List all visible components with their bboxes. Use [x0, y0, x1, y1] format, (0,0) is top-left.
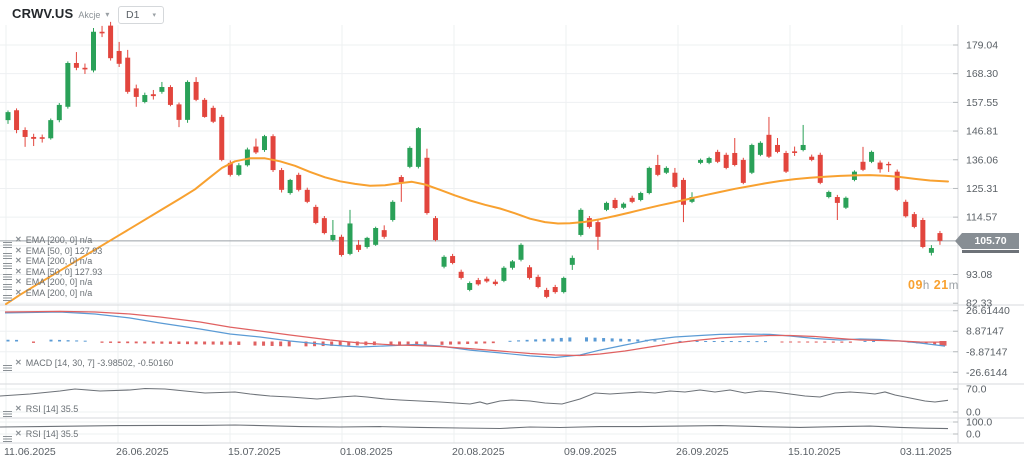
indicator-close-icon[interactable]: ✕	[15, 256, 22, 265]
indicator-label: EMA [200, 0] n/a	[25, 277, 93, 287]
indicator-close-icon[interactable]: ✕	[15, 245, 22, 255]
rsi-tick-label: 0.0	[966, 407, 981, 419]
rsi-line-2	[0, 424, 949, 430]
indicator-row-rsi-2: ✕ RSI [14] 35.5	[3, 429, 79, 442]
indicator-label: EMA [50, 0] 127.93	[25, 266, 103, 277]
price-tick-label: 179.04	[966, 40, 998, 52]
time-axis-label: 20.08.2025	[452, 446, 505, 458]
price-axis: 179.04 168.30 157.55 146.81 136.06 125.31 114.…	[953, 40, 1010, 441]
price-tick-label: 82.33	[966, 298, 992, 310]
indicator-close-icon[interactable]: ✕	[15, 287, 22, 297]
vertical-gridlines	[5, 25, 903, 443]
price-tick-label: 168.30	[966, 68, 998, 80]
indicator-label: EMA [200, 0] n/a	[25, 256, 93, 266]
time-axis-label: 11.06.2025	[4, 446, 56, 458]
indicator-row-ema-1: ✕ EMA [200, 0] n/a	[3, 235, 93, 248]
indicator-close-icon[interactable]: ✕	[15, 429, 22, 438]
indicator-label: EMA [50, 0] 127.93	[25, 245, 103, 256]
price-tick-label: 93.08	[966, 269, 992, 281]
price-tag-arrow-icon	[955, 233, 962, 249]
indicator-close-icon[interactable]: ✕	[15, 266, 22, 276]
time-axis-label: 26.09.2025	[676, 446, 729, 458]
panel-separators	[0, 25, 1024, 444]
indicator-close-icon[interactable]: ✕	[15, 235, 22, 244]
time-axis-label: 15.10.2025	[788, 446, 841, 458]
price-tick-label: 125.31	[966, 183, 998, 195]
time-axis-label: 01.08.2025	[340, 446, 393, 458]
price-tick-label: 136.06	[966, 154, 998, 166]
indicator-row-macd: ✕ MACD [14, 30, 7] -3.98502, -0.50160	[3, 358, 174, 371]
indicator-settings-icon[interactable]	[3, 430, 12, 442]
macd-tick-label: 26.61440	[966, 305, 1010, 317]
indicator-row-ema-6: ✕ EMA [200, 0] n/a	[3, 287, 93, 301]
time-axis-label: 09.09.2025	[564, 446, 617, 458]
horizontal-gridlines	[0, 44, 958, 435]
macd-histogram	[6, 337, 947, 347]
countdown-hours-unit: h	[922, 280, 930, 292]
indicator-settings-icon[interactable]	[3, 289, 12, 301]
indicator-label: RSI [14] 35.5	[25, 404, 79, 414]
timeframe-selector[interactable]: D1 ▾	[118, 6, 164, 24]
rsi-tick-label: 70.0	[966, 383, 987, 395]
indicator-label: EMA [200, 0] n/a	[25, 235, 93, 245]
instrument-selector[interactable]: CRWV.US Akcje ▾	[12, 6, 109, 21]
indicator-close-icon[interactable]: ✕	[15, 358, 22, 367]
indicator-settings-icon[interactable]	[3, 236, 12, 248]
indicator-settings-icon[interactable]	[3, 247, 12, 259]
macd-tick-label: -8.87147	[966, 346, 1008, 358]
indicator-settings-icon[interactable]	[3, 359, 12, 371]
current-price-tag: 105.70	[955, 233, 1019, 249]
time-axis-label: 15.07.2025	[228, 446, 281, 458]
macd-signal-line	[4, 310, 946, 357]
indicator-row-ema-4: ✕ EMA [50, 0] 127.93	[3, 266, 103, 280]
indicator-settings-icon[interactable]	[3, 278, 12, 290]
price-tick-label: 146.81	[966, 126, 998, 138]
chevron-down-icon: ▾	[105, 10, 110, 19]
price-tick-label: 114.57	[966, 212, 997, 224]
indicator-label: EMA [200, 0] n/a	[25, 287, 93, 298]
symbol-label: CRWV.US	[12, 6, 74, 21]
current-price-value: 105.70	[974, 235, 1007, 247]
rsi-tick-label: 0.0	[966, 429, 981, 441]
time-axis-label: 03.11.2025	[900, 446, 952, 458]
indicator-row-ema-3: ✕ EMA [200, 0] n/a	[3, 256, 93, 269]
macd-tick-label: 8.87147	[966, 326, 1004, 338]
indicator-settings-icon[interactable]	[3, 268, 12, 280]
candle-countdown: 09h 21m	[908, 278, 959, 292]
indicator-settings-icon[interactable]	[3, 257, 12, 269]
time-axis-label: 26.06.2025	[116, 446, 169, 458]
instrument-type-label: Akcje	[78, 9, 101, 20]
indicator-row-rsi-1: ✕ RSI [14] 35.5	[3, 404, 79, 417]
timeframe-label: D1	[126, 9, 140, 21]
rsi-tick-label: 100.0	[966, 417, 992, 429]
indicator-row-ema-5: ✕ EMA [200, 0] n/a	[3, 277, 93, 290]
secondary-price-tag	[962, 250, 1019, 253]
ema-50-line	[5, 157, 949, 306]
countdown-hours: 09	[908, 278, 923, 292]
countdown-minutes-unit: m	[948, 280, 959, 292]
price-tick-label: 157.55	[966, 97, 998, 109]
chevron-down-icon: ▾	[152, 12, 156, 19]
countdown-minutes: 21	[933, 278, 949, 292]
indicator-settings-icon[interactable]	[3, 405, 12, 417]
rsi-line-1	[0, 387, 949, 405]
macd-tick-label: -26.6144	[966, 367, 1008, 379]
macd-line	[4, 311, 946, 359]
indicator-row-ema-2: ✕ EMA [50, 0] 127.93	[3, 245, 103, 259]
indicator-close-icon[interactable]: ✕	[15, 404, 22, 413]
indicator-label: MACD [14, 30, 7] -3.98502, -0.50160	[25, 358, 174, 368]
indicator-label: RSI [14] 35.5	[25, 429, 79, 439]
indicator-close-icon[interactable]: ✕	[15, 277, 22, 286]
